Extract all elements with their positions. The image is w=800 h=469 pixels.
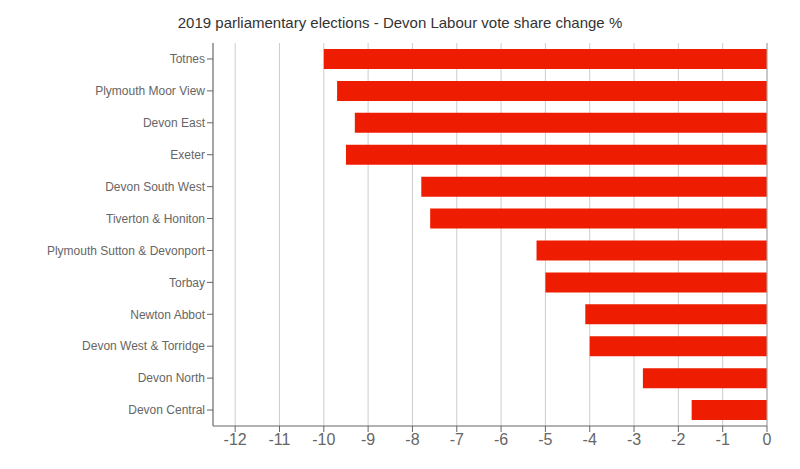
svg-text:-4: -4 <box>583 431 597 448</box>
svg-text:-9: -9 <box>361 431 375 448</box>
svg-text:-7: -7 <box>450 431 464 448</box>
svg-text:-6: -6 <box>494 431 508 448</box>
svg-text:0: 0 <box>763 431 772 448</box>
svg-text:Newton Abbot: Newton Abbot <box>130 308 205 322</box>
svg-text:Devon East: Devon East <box>143 116 206 130</box>
svg-text:Plymouth Sutton & Devonport: Plymouth Sutton & Devonport <box>47 244 206 258</box>
svg-text:-8: -8 <box>405 431 419 448</box>
svg-text:-1: -1 <box>716 431 730 448</box>
svg-text:Plymouth Moor View: Plymouth Moor View <box>95 84 205 98</box>
svg-text:Exeter: Exeter <box>170 148 205 162</box>
svg-text:Devon South West: Devon South West <box>105 180 205 194</box>
svg-text:Devon Central: Devon Central <box>128 403 205 417</box>
svg-text:Tiverton & Honiton: Tiverton & Honiton <box>106 212 205 226</box>
svg-text:Totnes: Totnes <box>170 52 205 66</box>
svg-text:Devon North: Devon North <box>138 371 205 385</box>
svg-text:Devon West & Torridge: Devon West & Torridge <box>82 339 205 353</box>
svg-text:-10: -10 <box>312 431 335 448</box>
svg-text:-5: -5 <box>538 431 552 448</box>
svg-text:-12: -12 <box>224 431 247 448</box>
svg-text:Torbay: Torbay <box>169 276 205 290</box>
html-text:2019 parliamentary elections -: 2019 parliamentary elections - Devon Lab… <box>177 14 623 31</box>
svg-text:-3: -3 <box>627 431 641 448</box>
svg-text:-2: -2 <box>671 431 685 448</box>
svg-text:-11: -11 <box>269 431 291 448</box>
